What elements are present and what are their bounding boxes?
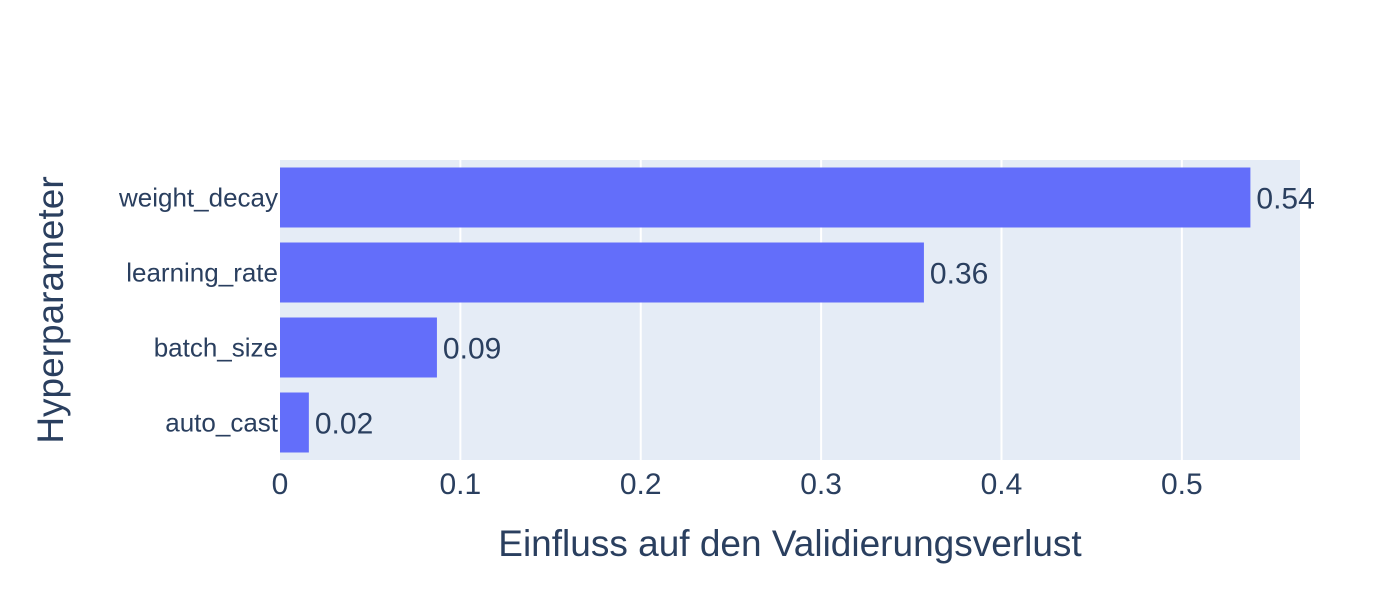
bar-value-label: 0.36 bbox=[930, 258, 988, 291]
bar bbox=[280, 317, 437, 378]
bar-value-label: 0.09 bbox=[443, 333, 501, 366]
y-axis-title: Hyperparameter bbox=[30, 176, 71, 443]
bar bbox=[280, 392, 309, 453]
category-label: learning_rate bbox=[126, 258, 278, 288]
x-tick-label: 0.5 bbox=[1161, 468, 1203, 501]
category-labels: weight_decay learning_rate batch_size auto_… bbox=[118, 183, 279, 438]
category-label: weight_decay bbox=[118, 183, 278, 213]
x-tick-label: 0.1 bbox=[440, 468, 482, 501]
x-tick-label: 0.3 bbox=[800, 468, 842, 501]
x-tick-label: 0 bbox=[272, 468, 289, 501]
category-label: auto_cast bbox=[165, 408, 279, 438]
bar bbox=[280, 167, 1251, 228]
bar-value-label: 0.54 bbox=[1256, 183, 1314, 216]
x-axis-title: Einfluss auf den Validierungsverlust bbox=[498, 523, 1082, 564]
x-tick-label: 0.2 bbox=[620, 468, 662, 501]
x-axis-ticks: 0 0.1 0.2 0.3 0.4 0.5 bbox=[272, 468, 1203, 501]
bars bbox=[280, 167, 1251, 453]
x-tick-label: 0.4 bbox=[981, 468, 1023, 501]
category-label: batch_size bbox=[154, 333, 278, 363]
value-labels: 0.54 0.36 0.09 0.02 bbox=[315, 183, 1315, 441]
bar bbox=[280, 242, 924, 303]
bar-value-label: 0.02 bbox=[315, 408, 373, 441]
